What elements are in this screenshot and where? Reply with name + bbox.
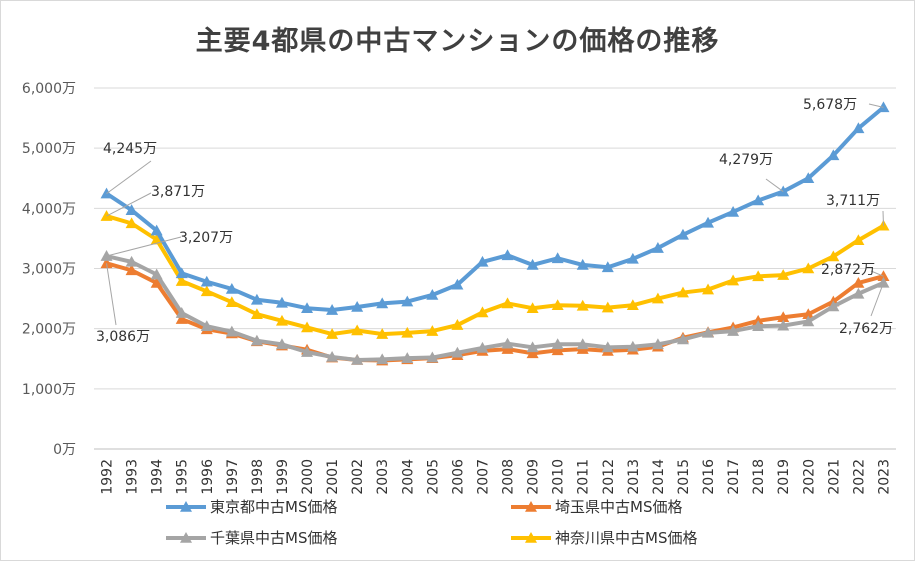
data-label: 3,871万 [151,184,205,200]
x-tick-label: 2014 [651,459,667,495]
x-tick-label: 2020 [801,459,817,495]
x-tick-label: 1993 [125,459,141,495]
data-label: 5,678万 [803,97,857,113]
data-label: 3,086万 [96,329,150,345]
x-tick-label: 2019 [776,459,792,495]
gridlines [94,88,896,449]
legend-label: 埼玉県中古MS価格 [555,498,682,516]
y-tick-label: 1,000万 [22,382,76,398]
legend-label: 東京都中古MS価格 [210,498,337,516]
legend-item: 千葉県中古MS価格 [166,529,337,547]
x-tick-label: 2021 [826,459,842,495]
x-tick-label: 2002 [350,459,366,495]
legend-item: 東京都中古MS価格 [166,498,337,516]
x-tick-label: 2017 [726,459,742,495]
x-tick-label: 2000 [300,459,316,495]
x-tick-label: 2023 [876,459,892,495]
y-tick-label: 2,000万 [22,322,76,338]
y-tick-label: 5,000万 [22,141,76,157]
x-tick-label: 2013 [626,459,642,495]
legend-item: 神奈川県中古MS価格 [511,529,697,547]
x-tick-label: 2006 [450,459,466,495]
x-tick-label: 2022 [851,459,867,495]
y-axis: 0万 1,000万 2,000万 3,000万 4,000万 5,000万 6,000万 [22,81,76,458]
x-tick-label: 2010 [551,459,567,495]
legend-label: 千葉県中古MS価格 [210,529,337,547]
y-tick-label: 0万 [53,442,76,458]
x-tick-label: 2015 [676,459,692,495]
y-tick-label: 6,000万 [22,81,76,97]
annotation-leader [107,263,116,325]
x-tick-label: 1997 [225,459,241,495]
x-tick-label: 2011 [576,459,592,495]
x-tick-label: 1998 [250,459,266,495]
chart-container: 主要4都県の中古マンションの価格の推移 0万 1,000万 2,000万 3,000万… [0,0,915,561]
x-tick-label: 2007 [475,459,491,495]
x-tick-label: 1996 [200,459,216,495]
data-label: 4,245万 [103,141,157,157]
x-axis: 1992 1993 1994 1995 1996 1997 1998 1999 2000 2001… [100,459,893,495]
data-label: 3,207万 [179,230,233,246]
x-tick-label: 2003 [375,459,391,495]
x-tick-label: 2008 [501,459,517,495]
annotation-leader [766,179,783,192]
y-tick-label: 4,000万 [22,201,76,217]
x-tick-label: 1994 [150,459,166,495]
data-label: 4,279万 [719,152,773,168]
x-tick-label: 2004 [400,459,416,495]
x-tick-label: 2009 [526,459,542,495]
line-chart: 0万 1,000万 2,000万 3,000万 4,000万 5,000万 6,000万 1… [1,1,914,560]
data-label: 2,762万 [839,321,893,337]
x-tick-label: 2005 [425,459,441,495]
data-label: 3,711万 [826,193,880,209]
x-tick-label: 2018 [751,459,767,495]
y-tick-label: 3,000万 [22,262,76,278]
annotation-leader [107,161,151,194]
series-1 [101,257,890,365]
data-label: 2,872万 [821,262,875,278]
x-tick-label: 2012 [601,459,617,495]
x-tick-label: 2016 [701,459,717,495]
x-tick-label: 1995 [175,459,191,495]
legend-item: 埼玉県中古MS価格 [511,498,682,516]
x-tick-label: 1992 [100,459,116,495]
legend-label: 神奈川県中古MS価格 [555,529,697,547]
x-tick-label: 2001 [325,459,341,495]
x-tick-label: 1999 [275,459,291,495]
